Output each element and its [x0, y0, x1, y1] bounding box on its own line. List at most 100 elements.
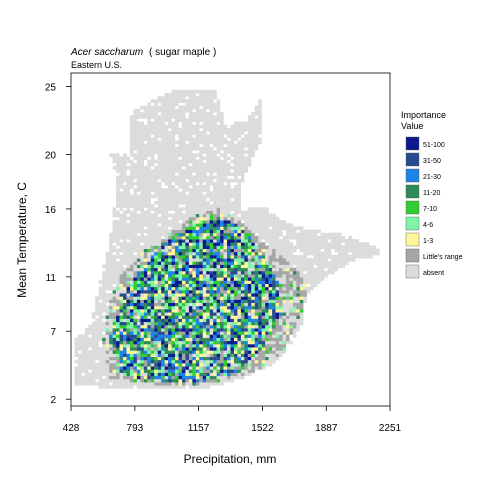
heatmap-cell: [119, 328, 124, 332]
heatmap-cell: [150, 382, 155, 386]
heatmap-cell: [126, 347, 131, 351]
heatmap-cell: [112, 264, 117, 269]
heatmap-cell: [251, 121, 255, 126]
heatmap-cell: [289, 305, 294, 310]
heatmap-cell: [275, 245, 280, 250]
heatmap-cell: [98, 308, 103, 313]
heatmap-cell: [157, 293, 162, 297]
heatmap-cell: [348, 239, 352, 243]
heatmap-cell: [251, 359, 255, 364]
heatmap-cell: [220, 200, 224, 205]
heatmap-cell: [223, 191, 228, 196]
heatmap-cell: [223, 210, 228, 215]
heatmap-cell: [112, 289, 117, 294]
heatmap-cell: [296, 235, 300, 240]
heatmap-cell: [123, 200, 127, 205]
heatmap-cell: [195, 296, 200, 300]
heatmap-cell: [244, 369, 248, 373]
heatmap-cell: [168, 299, 172, 304]
heatmap-cell: [119, 172, 124, 176]
heatmap-cell: [265, 362, 269, 367]
heatmap-cell: [206, 134, 210, 138]
heatmap-cell: [129, 372, 134, 377]
heatmap-cell: [175, 321, 179, 326]
heatmap-cell: [202, 242, 207, 246]
heatmap-cell: [227, 194, 231, 199]
heatmap-cell: [279, 258, 283, 262]
heatmap-cell: [220, 293, 224, 297]
heatmap-cell: [105, 261, 110, 265]
heatmap-cell: [279, 334, 283, 338]
heatmap-cell: [154, 242, 158, 246]
heatmap-cell: [147, 334, 151, 338]
heatmap-cell: [233, 305, 238, 310]
heatmap-cell: [237, 277, 242, 281]
heatmap-cell: [188, 385, 193, 389]
heatmap-cell: [237, 226, 242, 230]
heatmap-cell: [150, 143, 155, 148]
heatmap-cell: [216, 251, 221, 256]
heatmap-cell: [327, 270, 332, 275]
heatmap-cell: [123, 258, 127, 262]
heatmap-cell: [199, 140, 203, 145]
heatmap-cell: [233, 207, 238, 211]
heatmap-cell: [154, 137, 158, 142]
heatmap-cell: [178, 254, 183, 259]
heatmap-cell: [272, 331, 276, 335]
heatmap-cell: [164, 188, 169, 192]
heatmap-cell: [123, 372, 127, 377]
heatmap-cell: [213, 188, 217, 192]
heatmap-cell: [254, 270, 259, 275]
heatmap-cell: [133, 156, 138, 161]
heatmap-cell: [254, 334, 259, 338]
heatmap-cell: [268, 334, 273, 338]
heatmap-cell: [240, 270, 245, 275]
heatmap-cell: [81, 369, 86, 373]
heatmap-cell: [285, 302, 290, 307]
heatmap-cell: [175, 156, 179, 161]
heatmap-cell: [230, 308, 235, 313]
heatmap-cell: [119, 321, 124, 326]
heatmap-cell: [195, 366, 200, 370]
heatmap-cell: [213, 264, 217, 269]
heatmap-cell: [171, 143, 176, 148]
heatmap-cell: [296, 274, 300, 278]
heatmap-cell: [136, 283, 141, 288]
heatmap-cell: [136, 293, 141, 297]
heatmap-cell: [223, 280, 228, 284]
heatmap-cell: [181, 124, 186, 129]
heatmap-cell: [195, 105, 200, 110]
heatmap-cell: [164, 267, 169, 272]
heatmap-cell: [244, 137, 248, 142]
heatmap-cell: [140, 350, 144, 354]
heatmap-cell: [199, 328, 203, 332]
heatmap-cell: [123, 289, 127, 294]
heatmap-cell: [164, 315, 169, 319]
heatmap-cell: [306, 232, 311, 237]
heatmap-cell: [202, 105, 207, 110]
heatmap-cell: [209, 366, 214, 370]
heatmap-cell: [98, 347, 103, 351]
heatmap-cell: [88, 366, 92, 370]
heatmap-cell: [116, 350, 120, 354]
heatmap-cell: [136, 140, 141, 145]
heatmap-cell: [292, 258, 297, 262]
heatmap-cell: [206, 115, 210, 119]
heatmap-cell: [140, 261, 144, 265]
heatmap-cell: [157, 264, 162, 269]
heatmap-cell: [265, 343, 269, 348]
heatmap-cell: [268, 264, 273, 269]
heatmap-cell: [306, 277, 311, 281]
heatmap-cell: [272, 293, 276, 297]
heatmap-cell: [213, 286, 217, 291]
heatmap-cell: [213, 204, 217, 208]
heatmap-cell: [154, 264, 158, 269]
heatmap-cell: [109, 153, 113, 157]
heatmap-cell: [223, 372, 228, 377]
heatmap-cell: [105, 312, 110, 316]
heatmap-cell: [251, 261, 255, 265]
heatmap-cell: [150, 140, 155, 145]
heatmap-cell: [282, 302, 287, 307]
heatmap-cell: [178, 274, 183, 278]
heatmap-cell: [265, 216, 269, 221]
